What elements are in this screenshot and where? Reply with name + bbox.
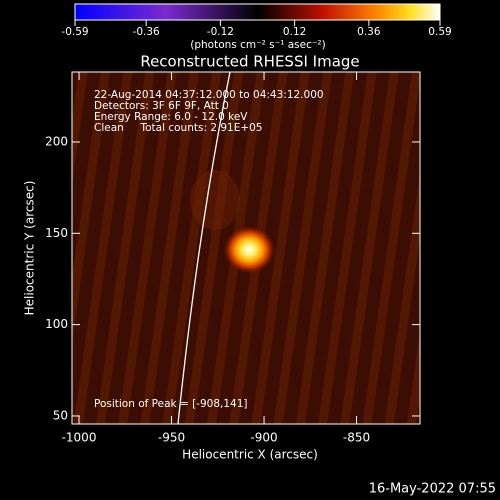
colorbar-tick-label: -0.36 xyxy=(133,26,160,38)
annotation: Energy Range: 6.0 - 12.0 keV xyxy=(94,111,248,123)
image xyxy=(72,72,420,424)
x-tick-label: -1000 xyxy=(62,431,97,445)
x-axis-label: Heliocentric X (arcsec) xyxy=(182,448,318,462)
y-axis-label: Heliocentric Y (arcsec) xyxy=(23,181,37,316)
colorbar-tick-label: 0.59 xyxy=(428,26,451,38)
annotation: Detectors: 3F 6F 9F, Att 0 xyxy=(94,100,229,112)
chart-title: Reconstructed RHESSI Image xyxy=(140,53,359,71)
solar-limb xyxy=(177,72,231,424)
colorbar xyxy=(74,3,441,21)
annotation: 22-Aug-2014 04:37:12.000 to 04:43:12.000 xyxy=(94,89,324,101)
x-tick-label: -850 xyxy=(343,431,370,445)
annotation: Clean Total counts: 2.91E+05 xyxy=(94,122,263,134)
x-tick-label: -900 xyxy=(250,431,277,445)
colorbar-label: (photons cm⁻² s⁻¹ asec⁻²) xyxy=(190,39,325,51)
colorbar-tick-label: -0.12 xyxy=(207,26,234,38)
colorbar-tick-label: 0.12 xyxy=(283,26,306,38)
peak-source xyxy=(223,225,276,274)
y-tick-label: 50 xyxy=(53,408,68,422)
colorbar-tick-label: -0.59 xyxy=(61,26,88,38)
y-tick-label: 200 xyxy=(45,134,68,148)
footer: 16-May-2022 07:55 xyxy=(369,482,496,497)
colorbar-tick-label: 0.36 xyxy=(357,26,381,38)
glow xyxy=(190,170,240,230)
y-tick-label: 100 xyxy=(45,317,68,331)
x-tick-label: -950 xyxy=(158,431,185,445)
plot-frame xyxy=(71,71,421,425)
y-tick-label: 150 xyxy=(45,226,68,240)
peak-label: Position of Peak = [-908,141] xyxy=(94,398,248,410)
